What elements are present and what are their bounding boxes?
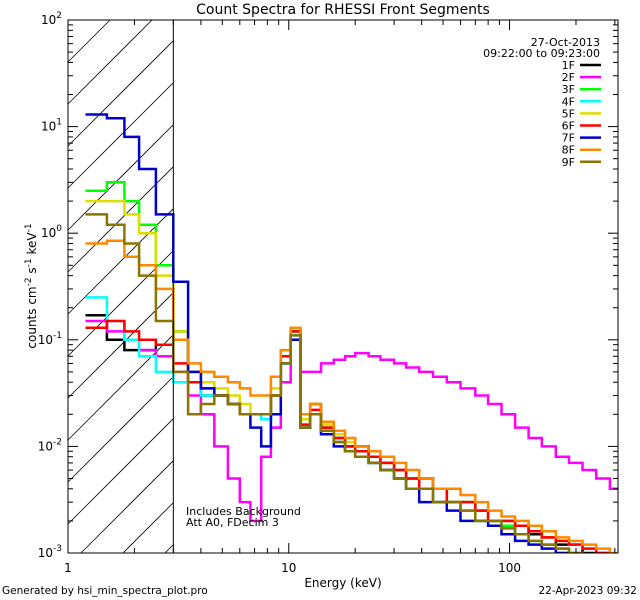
hatch-line bbox=[67, 19, 153, 105]
x-tick-label: 1 bbox=[64, 561, 72, 575]
y-tick-label: 102 bbox=[41, 11, 62, 27]
hatch-line bbox=[67, 334, 174, 441]
y-tick-label: 10-2 bbox=[38, 437, 62, 453]
series-lines bbox=[85, 113, 618, 553]
legend-label-3F: 3F bbox=[562, 83, 575, 96]
hatch-line bbox=[164, 544, 174, 554]
date-label: 27-Oct-2013 bbox=[531, 36, 600, 49]
x-tick-label: 10 bbox=[281, 561, 296, 575]
hatch-line bbox=[80, 460, 174, 554]
hatch-line bbox=[67, 418, 174, 525]
legend-label-8F: 8F bbox=[562, 144, 575, 157]
y-tick-label: 10-3 bbox=[38, 544, 62, 560]
series-2F bbox=[85, 319, 618, 523]
chart-title: Count Spectra for RHESSI Front Segments bbox=[196, 2, 490, 18]
y-tick-label: 10-1 bbox=[38, 331, 62, 347]
y-tick-label: 100 bbox=[41, 224, 62, 240]
series-1F bbox=[85, 313, 612, 553]
series-8F bbox=[85, 239, 618, 553]
hatch-line bbox=[67, 376, 174, 483]
time-range-label: 09:22:00 to 09:23:00 bbox=[483, 47, 600, 60]
hatch-line bbox=[67, 40, 174, 147]
hatch-line bbox=[67, 124, 174, 231]
legend-label-2F: 2F bbox=[562, 71, 575, 84]
y-axis-label: counts cm-2 s-1 keV-1 bbox=[24, 223, 39, 348]
plot-frame bbox=[67, 19, 619, 554]
legend-label-5F: 5F bbox=[562, 107, 575, 120]
y-axis-ticks: 10-3 10-2 10-1 100 101 102 bbox=[38, 11, 618, 560]
x-axis-label: Energy (keV) bbox=[304, 576, 381, 590]
footer-date: 22-Apr-2023 09:32 bbox=[538, 585, 637, 597]
legend-label-4F: 4F bbox=[562, 95, 575, 108]
series-9F bbox=[85, 213, 584, 553]
series-7F bbox=[85, 113, 571, 553]
legend-label-9F: 9F bbox=[562, 156, 575, 169]
generated-by-label: Generated by hsi_min_spectra_plot.pro bbox=[2, 585, 208, 597]
threshold-hatch-region bbox=[67, 19, 174, 554]
series-4F bbox=[85, 296, 584, 553]
hatch-line bbox=[67, 19, 111, 63]
y-tick-label: 101 bbox=[41, 118, 62, 134]
x-axis-ticks: 1 10 100 bbox=[64, 20, 616, 575]
legend-label-7F: 7F bbox=[562, 132, 575, 145]
legend-label-6F: 6F bbox=[562, 120, 575, 133]
x-tick-label: 100 bbox=[498, 561, 521, 575]
legend-label-1F: 1F bbox=[562, 59, 575, 72]
annotation-background: Includes Background bbox=[186, 505, 301, 518]
annotation-attenuator: Att A0, FDecim 3 bbox=[186, 516, 279, 529]
series-5F bbox=[85, 199, 612, 553]
hatch-line bbox=[67, 82, 174, 189]
hatch-line bbox=[122, 502, 174, 554]
